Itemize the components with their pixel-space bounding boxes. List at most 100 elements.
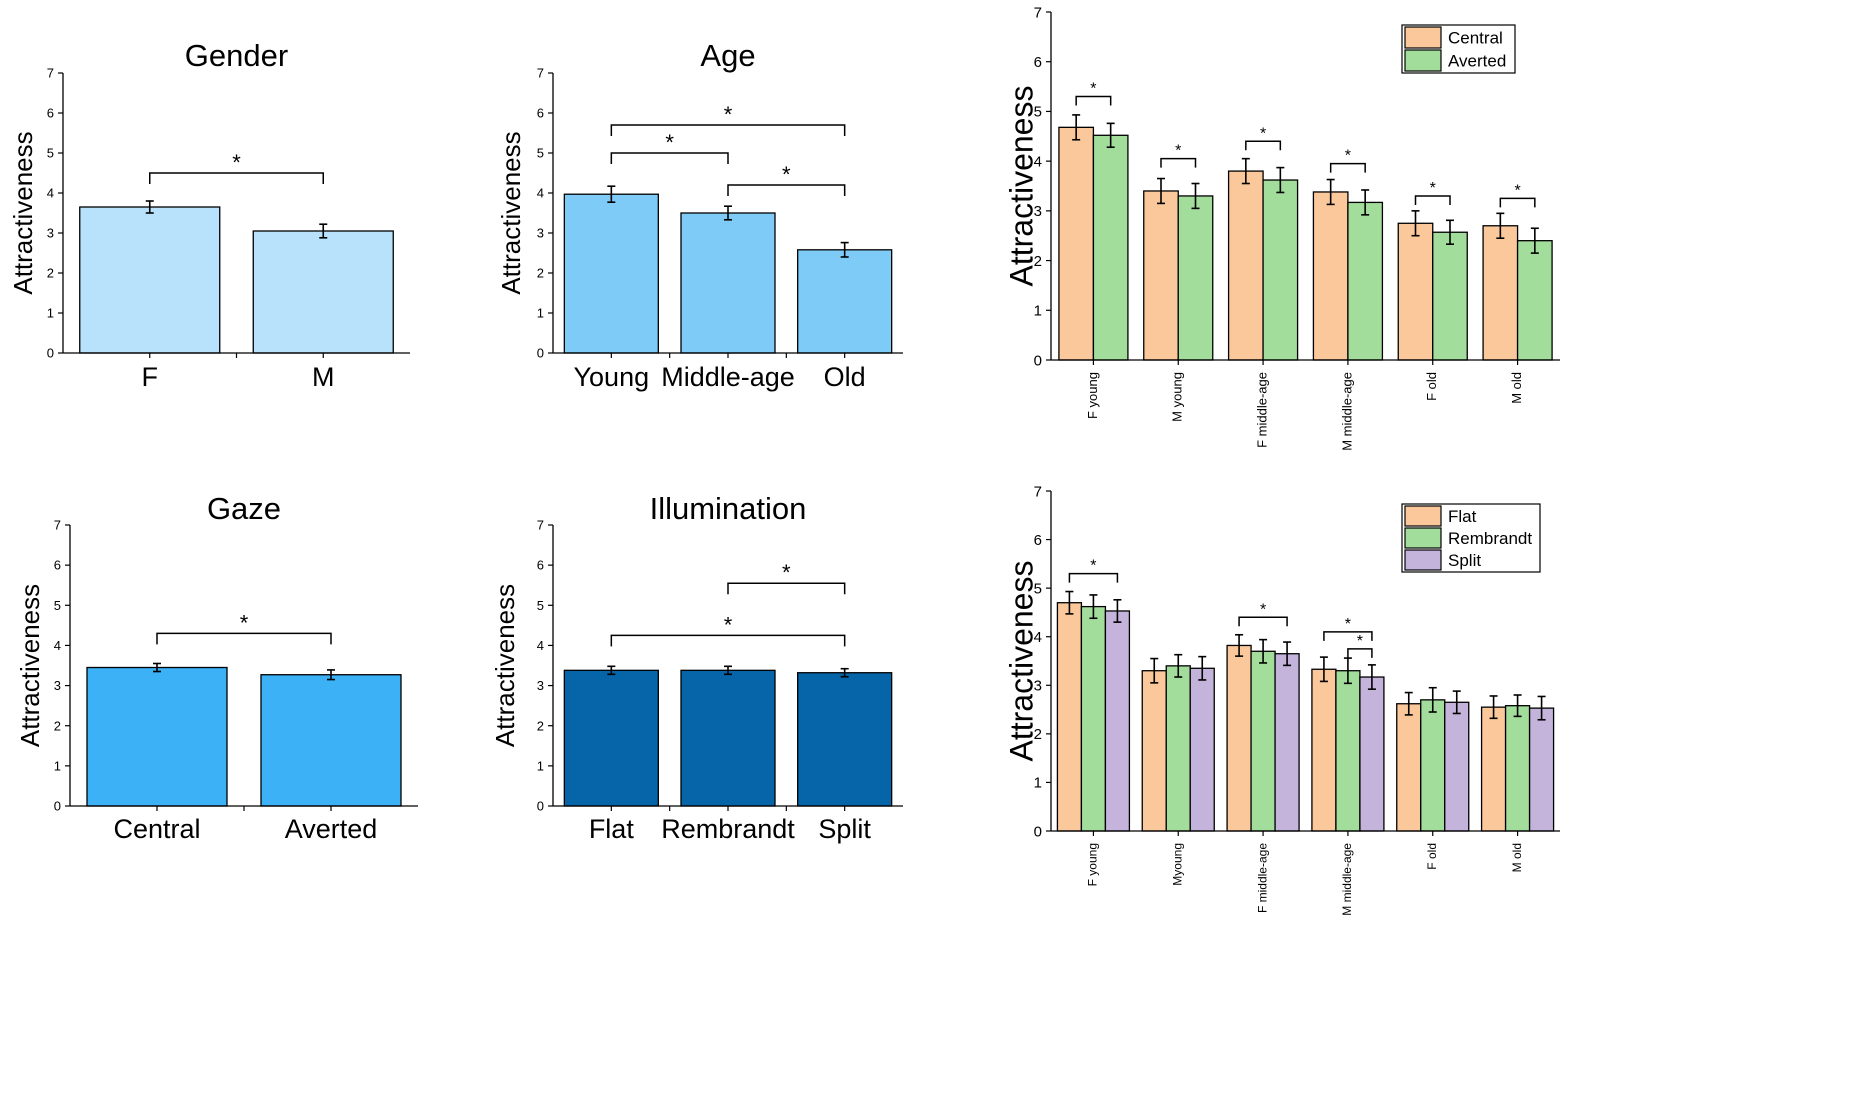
significance-star: * xyxy=(1345,148,1351,165)
bar xyxy=(1056,602,1083,832)
y-tick-label: 0 xyxy=(537,799,544,814)
y-tick-label: 0 xyxy=(1034,352,1042,369)
significance-bracket xyxy=(1499,197,1536,208)
significance-bracket xyxy=(610,634,846,647)
chart-gaze-by-group: 0 1 2 3 4 5 6 7 Attractiveness F young M young F mi… xyxy=(1003,4,1560,451)
x-tick-label: M xyxy=(312,362,335,392)
y-tick-label: 7 xyxy=(54,518,61,533)
significance-star: * xyxy=(1175,143,1181,160)
y-tick-label: 5 xyxy=(537,146,544,161)
y-axis-label: Attractiveness xyxy=(1003,561,1039,762)
y-tick-label: 4 xyxy=(537,186,544,201)
bar xyxy=(680,669,776,807)
x-tick-label: F xyxy=(142,362,159,392)
significance-bracket xyxy=(727,184,846,196)
significance-star: * xyxy=(1260,601,1266,618)
significance-star: * xyxy=(232,150,241,175)
bar xyxy=(1482,225,1519,361)
bar xyxy=(1274,653,1300,832)
significance-star: * xyxy=(1345,616,1351,633)
chart-illumination: Illumination 0 1 2 3 4 5 6 7 Attractiveness Flat Re… xyxy=(490,491,903,844)
y-tick-label: 4 xyxy=(1034,153,1042,170)
chart-gender: Gender 0 1 2 3 4 5 6 7 Attractiveness F M * xyxy=(8,38,410,392)
significance-bracket xyxy=(727,582,846,595)
chart-age: Age 0 1 2 3 4 5 6 7 Attractiveness Young Middle-age… xyxy=(496,38,903,392)
x-tick-label: Rembrandt xyxy=(661,814,795,844)
y-tick-label: 7 xyxy=(537,66,544,81)
bar xyxy=(1058,126,1095,361)
y-tick-label: 6 xyxy=(1034,54,1042,71)
y-tick-label: 4 xyxy=(1034,629,1042,646)
x-tick-label: Central xyxy=(113,814,200,844)
y-tick-label: 0 xyxy=(537,346,544,361)
significance-bracket xyxy=(610,124,846,136)
bar xyxy=(680,212,776,354)
significance-bracket xyxy=(1075,95,1112,106)
x-tick-label: Myoung xyxy=(1170,843,1184,886)
significance-bracket xyxy=(156,632,332,645)
y-tick-label: 4 xyxy=(47,186,54,201)
bar xyxy=(1347,201,1384,361)
significance-star: * xyxy=(1090,558,1096,575)
bar xyxy=(563,669,659,807)
significance-star: * xyxy=(1357,633,1363,650)
bar xyxy=(1311,668,1337,832)
chart-legend: Central Averted xyxy=(1401,24,1516,74)
significance-star: * xyxy=(1260,125,1266,142)
y-tick-label: 5 xyxy=(537,598,544,613)
bar xyxy=(1528,707,1555,832)
significance-star: * xyxy=(782,560,791,585)
bar xyxy=(797,249,893,354)
chart-legend: Flat Rembrandt Split xyxy=(1401,503,1541,573)
y-tick-label: 3 xyxy=(537,226,544,241)
bar xyxy=(79,206,221,354)
x-tick-label: F old xyxy=(1424,372,1439,401)
y-tick-label: 5 xyxy=(54,598,61,613)
legend-label: Flat xyxy=(1448,507,1477,526)
bar xyxy=(1396,703,1422,832)
y-tick-label: 4 xyxy=(537,638,544,653)
bar xyxy=(1165,665,1191,832)
chart-title: Illumination xyxy=(650,491,807,526)
y-tick-label: 2 xyxy=(47,266,54,281)
y-axis-label: Attractiveness xyxy=(8,131,38,294)
x-tick-label: F middle-age xyxy=(1255,372,1270,448)
significance-bracket xyxy=(1347,648,1373,658)
significance-star: * xyxy=(1514,182,1520,199)
bar xyxy=(1444,701,1470,832)
chart-title: Gender xyxy=(185,38,288,73)
legend-label: Split xyxy=(1448,551,1481,570)
y-axis-label: Attractiveness xyxy=(496,131,526,294)
significance-star: * xyxy=(724,612,733,637)
y-tick-label: 5 xyxy=(1034,104,1042,121)
y-tick-label: 6 xyxy=(1034,532,1042,549)
x-tick-label: F young xyxy=(1086,843,1100,886)
significance-bracket xyxy=(1245,140,1282,151)
y-tick-label: 0 xyxy=(47,346,54,361)
y-axis-label: Attractiveness xyxy=(15,584,45,747)
x-tick-label: Middle-age xyxy=(661,362,795,392)
bar xyxy=(1397,222,1434,361)
y-tick-label: 1 xyxy=(537,758,544,773)
bar xyxy=(1480,706,1507,832)
y-tick-label: 1 xyxy=(47,306,54,321)
y-tick-label: 1 xyxy=(537,306,544,321)
bar xyxy=(1226,644,1252,832)
significance-bracket xyxy=(1414,195,1451,205)
bar xyxy=(1516,240,1553,361)
y-tick-label: 0 xyxy=(1034,823,1042,840)
chart-title: Age xyxy=(700,38,755,73)
y-tick-label: 6 xyxy=(537,106,544,121)
significance-bracket xyxy=(1329,162,1366,173)
significance-star: * xyxy=(665,130,674,155)
significance-bracket xyxy=(1323,631,1373,641)
significance-star: * xyxy=(1090,81,1096,98)
bar xyxy=(1177,195,1214,361)
bar xyxy=(1359,676,1385,832)
y-tick-label: 3 xyxy=(47,226,54,241)
bar xyxy=(260,674,402,807)
bar xyxy=(1432,231,1468,361)
bar xyxy=(1104,610,1131,832)
legend-swatch xyxy=(1404,505,1442,527)
y-tick-label: 2 xyxy=(54,718,61,733)
